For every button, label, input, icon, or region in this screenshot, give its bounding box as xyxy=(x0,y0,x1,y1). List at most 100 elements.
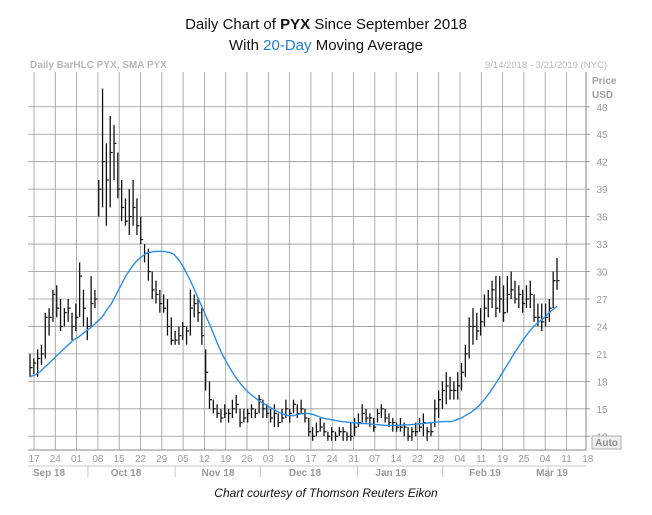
price-bar xyxy=(44,312,48,359)
price-bar xyxy=(212,399,216,414)
price-bar xyxy=(495,276,499,318)
price-bar xyxy=(353,417,358,437)
price-bar xyxy=(67,298,71,322)
x-tick-label: 22 xyxy=(135,454,147,465)
price-bar xyxy=(224,404,228,418)
price-bar xyxy=(441,381,445,409)
price-bar xyxy=(33,358,37,375)
price-bar xyxy=(308,417,312,437)
price-bar xyxy=(365,408,369,423)
price-bar xyxy=(36,349,41,377)
price-bar xyxy=(201,308,205,345)
price-bar xyxy=(418,417,423,432)
price-bar xyxy=(499,276,503,313)
x-tick-label: 17 xyxy=(305,454,317,465)
price-bar xyxy=(411,427,415,441)
price-bar xyxy=(155,280,159,304)
price-bar xyxy=(331,427,335,441)
price-bar xyxy=(52,289,56,322)
price-bar xyxy=(151,271,155,299)
title-suffix: Since September 2018 xyxy=(314,16,467,33)
month-label: Oct 18 xyxy=(111,468,142,479)
price-bar xyxy=(491,280,495,309)
y-tick-label: 48 xyxy=(596,103,608,114)
y-tick-label: 27 xyxy=(596,295,608,306)
y-tick-label: 21 xyxy=(596,350,608,361)
price-bar xyxy=(476,312,480,341)
x-tick-label: 19 xyxy=(497,454,509,465)
price-bar xyxy=(506,276,510,313)
price-bar xyxy=(502,285,507,322)
x-tick-label: 11 xyxy=(561,454,572,465)
price-bar xyxy=(98,180,102,217)
month-label: Mar 19 xyxy=(536,468,568,479)
price-bar xyxy=(166,298,170,336)
price-bar xyxy=(273,404,277,428)
price-bar xyxy=(254,408,258,418)
price-bar xyxy=(346,431,350,441)
price-bar xyxy=(193,294,197,318)
y-tick-label: 15 xyxy=(596,405,608,416)
price-bar xyxy=(342,427,346,441)
price-bar xyxy=(514,280,518,304)
price-bar xyxy=(338,427,342,437)
price-bar xyxy=(430,422,434,437)
auto-button[interactable]: Auto xyxy=(591,435,622,450)
price-label: Price xyxy=(592,76,617,87)
price-bar xyxy=(422,413,426,437)
price-bar xyxy=(269,408,274,423)
title2-highlight: 20-Day xyxy=(263,37,312,54)
price-bar xyxy=(552,271,556,309)
price-bar xyxy=(464,344,468,377)
chart-credit: Chart courtesy of Thomson Reuters Eikon xyxy=(214,486,438,500)
price-bar xyxy=(56,285,60,318)
price-bar xyxy=(121,180,125,222)
price-bar xyxy=(277,413,281,428)
price-bar xyxy=(300,399,304,414)
y-tick-label: 18 xyxy=(596,377,608,388)
price-bar xyxy=(147,248,151,281)
y-tick-label: 39 xyxy=(596,185,608,196)
x-tick-label: 17 xyxy=(28,454,40,465)
price-bar xyxy=(479,308,484,336)
month-label: Feb 19 xyxy=(469,468,501,479)
title2-prefix: With xyxy=(229,37,259,54)
sma-line xyxy=(29,250,558,426)
price-bar xyxy=(197,298,201,322)
x-tick-label: 29 xyxy=(156,454,168,465)
x-tick-label: 24 xyxy=(327,454,339,465)
price-bar xyxy=(483,294,487,327)
price-bar xyxy=(231,399,235,418)
price-bar xyxy=(205,349,209,391)
price-bar xyxy=(78,262,83,318)
price-bar xyxy=(132,180,136,226)
month-label: Dec 18 xyxy=(289,468,322,479)
price-bar xyxy=(281,408,285,423)
price-bar xyxy=(449,376,453,400)
price-bar xyxy=(556,257,560,290)
price-bar xyxy=(453,381,457,400)
grid xyxy=(28,72,586,450)
price-bar xyxy=(250,404,254,418)
price-bar xyxy=(266,404,270,418)
y-axis: 12151821242730333639424548 xyxy=(586,103,608,443)
price-bar xyxy=(357,413,361,428)
price-bar xyxy=(369,413,373,428)
price-bar xyxy=(426,427,430,441)
x-tick-label: 08 xyxy=(92,454,104,465)
chart-header-right: 9/14/2018 - 3/21/2019 (NYC) xyxy=(485,60,607,71)
price-bar xyxy=(521,289,526,313)
price-bar xyxy=(518,285,522,309)
price-bars xyxy=(29,88,560,441)
plot-frame xyxy=(28,72,587,451)
price-bar xyxy=(434,399,438,428)
price-bar xyxy=(216,404,220,418)
price-bar xyxy=(75,303,79,332)
x-tick-label: 24 xyxy=(50,454,62,465)
price-bar xyxy=(487,289,491,318)
price-bar xyxy=(327,431,331,441)
price-bar xyxy=(71,312,75,341)
x-tick-label: 18 xyxy=(582,454,594,465)
price-bar xyxy=(533,294,537,322)
price-bar xyxy=(86,317,90,341)
